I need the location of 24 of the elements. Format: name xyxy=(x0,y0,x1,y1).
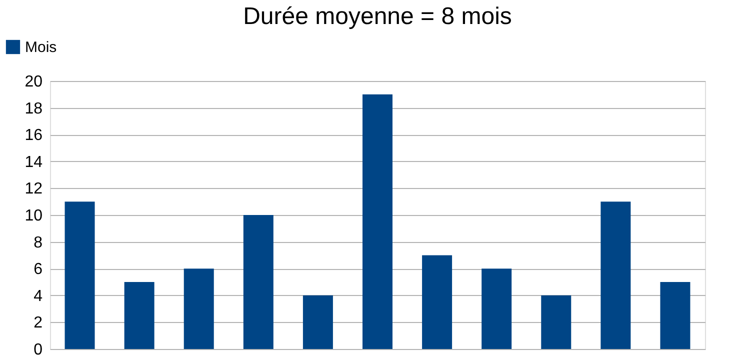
bar xyxy=(422,255,452,349)
y-tick-label: 20 xyxy=(24,74,43,90)
legend-label: Mois xyxy=(25,39,57,56)
bar xyxy=(184,268,214,349)
bar xyxy=(362,94,392,349)
bar xyxy=(64,202,95,349)
bar xyxy=(302,295,333,349)
y-tick-label: 4 xyxy=(34,288,43,305)
y-tick-label: 0 xyxy=(34,342,43,358)
y-tick-label: 2 xyxy=(34,314,43,332)
y-tick-label: 10 xyxy=(24,208,43,224)
chart-title: Durée moyenne = 8 mois xyxy=(243,3,512,30)
bar xyxy=(243,215,274,349)
y-tick-label: 12 xyxy=(24,180,43,198)
y-tick-label: 14 xyxy=(24,154,43,171)
bar xyxy=(660,282,690,349)
y-tick-label: 8 xyxy=(34,234,43,252)
y-tick-label: 16 xyxy=(24,127,43,144)
bar xyxy=(600,202,631,349)
bar xyxy=(541,295,572,349)
y-tick-label: 18 xyxy=(24,100,43,118)
bar xyxy=(124,282,154,349)
bar xyxy=(482,268,512,349)
y-tick-label: 6 xyxy=(34,261,43,278)
